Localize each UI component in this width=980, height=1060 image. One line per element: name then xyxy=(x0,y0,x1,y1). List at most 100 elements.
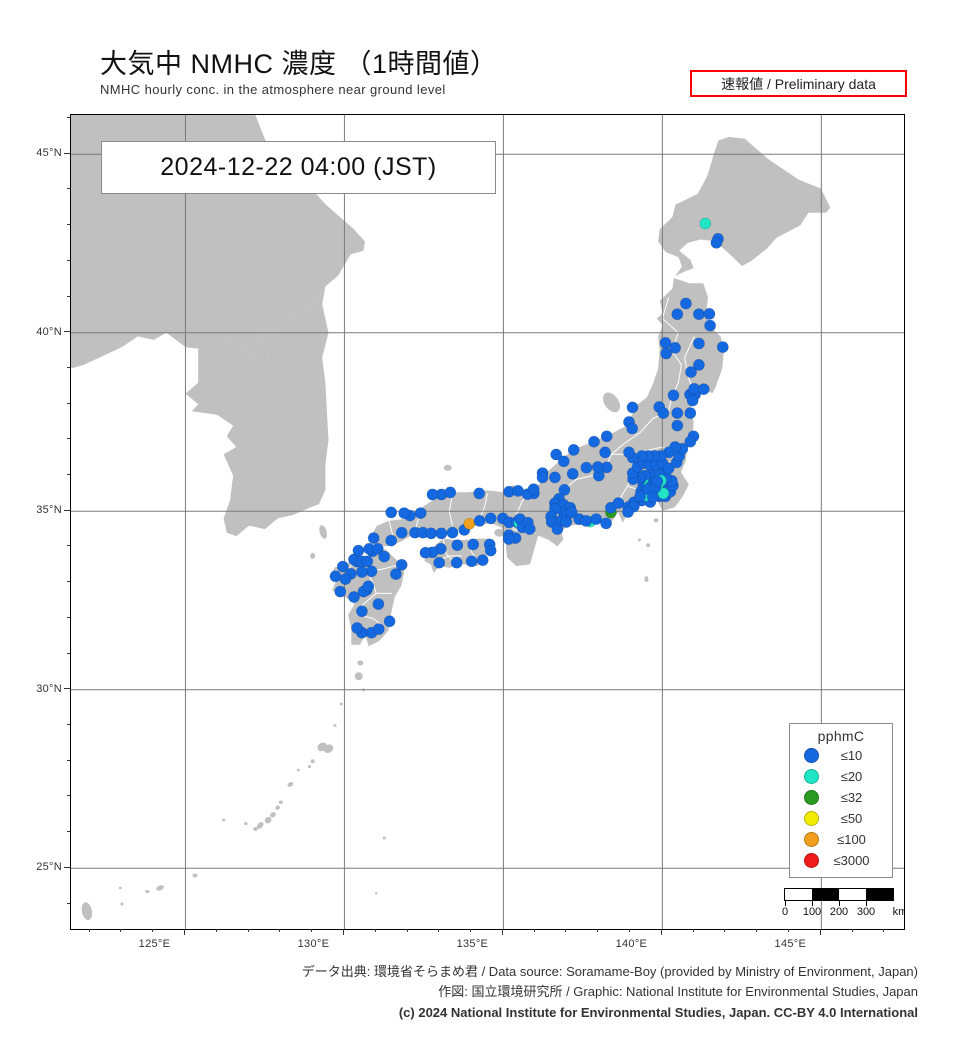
station-point[interactable] xyxy=(710,236,723,249)
map-panel[interactable]: 2024-12-22 04:00 (JST) pphmC ≤10 ≤20 ≤32 ≤5… xyxy=(70,114,905,930)
station-point[interactable] xyxy=(355,605,368,618)
station-point[interactable] xyxy=(558,483,571,496)
station-point[interactable] xyxy=(704,319,716,332)
station-point[interactable] xyxy=(361,555,374,568)
station-point[interactable] xyxy=(512,484,524,497)
station-point[interactable] xyxy=(367,532,380,544)
station-point[interactable] xyxy=(351,622,363,634)
station-point[interactable] xyxy=(590,513,603,525)
station-point[interactable] xyxy=(352,544,365,557)
station-point[interactable] xyxy=(622,506,634,518)
station-point[interactable] xyxy=(329,570,342,583)
station-point[interactable] xyxy=(684,435,697,448)
station-point[interactable] xyxy=(657,407,670,419)
station-point[interactable] xyxy=(426,488,439,501)
station-point[interactable] xyxy=(548,471,561,484)
map-canvas[interactable] xyxy=(71,115,904,929)
station-point[interactable] xyxy=(626,422,639,435)
station-point[interactable] xyxy=(476,554,489,567)
station-point[interactable] xyxy=(716,341,729,353)
station-point[interactable] xyxy=(467,538,480,551)
station-point[interactable] xyxy=(339,573,352,585)
station-point[interactable] xyxy=(527,483,540,496)
station-point[interactable] xyxy=(684,407,697,419)
station-point[interactable] xyxy=(699,217,712,230)
station-point[interactable] xyxy=(523,523,536,535)
station-point[interactable] xyxy=(600,430,613,443)
station-point[interactable] xyxy=(660,347,673,360)
station-point[interactable] xyxy=(334,585,347,598)
station-point[interactable] xyxy=(612,497,625,509)
station-point[interactable] xyxy=(693,308,705,321)
station-point[interactable] xyxy=(693,358,705,371)
station-point[interactable] xyxy=(484,544,497,557)
station-point[interactable] xyxy=(580,514,592,527)
station-point[interactable] xyxy=(567,443,580,456)
station-point[interactable] xyxy=(671,419,684,432)
station-point[interactable] xyxy=(473,514,486,527)
station-point[interactable] xyxy=(693,337,705,350)
station-point[interactable] xyxy=(671,308,684,321)
legend-item[interactable]: ≤32 xyxy=(790,787,892,807)
station-point[interactable] xyxy=(362,580,375,593)
station-point[interactable] xyxy=(550,448,563,461)
station-point[interactable] xyxy=(657,487,670,500)
station-point[interactable] xyxy=(419,546,432,559)
station-point[interactable] xyxy=(591,461,604,473)
station-point[interactable] xyxy=(378,550,391,563)
station-point[interactable] xyxy=(697,383,710,396)
station-point[interactable] xyxy=(680,297,692,310)
station-point[interactable] xyxy=(703,307,716,320)
station-point[interactable] xyxy=(355,566,368,578)
station-point[interactable] xyxy=(580,461,593,474)
station-point[interactable] xyxy=(389,568,402,580)
station-point[interactable] xyxy=(451,539,464,552)
station-point[interactable] xyxy=(599,446,611,459)
station-point[interactable] xyxy=(626,401,639,414)
station-point[interactable] xyxy=(667,389,680,402)
station-point[interactable] xyxy=(502,533,515,545)
station-point[interactable] xyxy=(465,555,478,568)
legend-item[interactable]: ≤3000 xyxy=(790,850,892,870)
station-point[interactable] xyxy=(446,526,459,539)
station-point[interactable] xyxy=(385,506,398,519)
legend-item[interactable]: ≤10 xyxy=(790,745,892,765)
station-point[interactable] xyxy=(600,517,612,530)
station-point[interactable] xyxy=(685,366,697,378)
station-point[interactable] xyxy=(634,490,646,503)
station-point[interactable] xyxy=(646,491,659,503)
station-point[interactable] xyxy=(395,558,408,571)
legend-item[interactable]: ≤20 xyxy=(790,766,892,786)
station-point[interactable] xyxy=(425,527,438,540)
station-point[interactable] xyxy=(669,341,681,354)
station-point[interactable] xyxy=(686,394,699,407)
station-point[interactable] xyxy=(623,446,635,459)
station-point[interactable] xyxy=(385,534,398,547)
station-point[interactable] xyxy=(484,512,497,525)
station-point[interactable] xyxy=(348,591,360,603)
station-point[interactable] xyxy=(398,507,411,519)
station-point[interactable] xyxy=(566,467,579,480)
station-point[interactable] xyxy=(414,507,427,519)
legend-item[interactable]: ≤50 xyxy=(790,808,892,828)
station-point[interactable] xyxy=(371,542,384,555)
station-point[interactable] xyxy=(560,516,573,528)
station-point[interactable] xyxy=(444,486,457,499)
station-point[interactable] xyxy=(671,407,684,419)
station-point[interactable] xyxy=(463,517,476,530)
station-point[interactable] xyxy=(395,526,408,539)
station-point[interactable] xyxy=(336,560,349,573)
station-point[interactable] xyxy=(536,471,549,484)
station-point[interactable] xyxy=(372,598,385,610)
station-point[interactable] xyxy=(372,623,385,635)
station-point[interactable] xyxy=(565,506,578,519)
station-point[interactable] xyxy=(662,462,675,475)
station-point[interactable] xyxy=(435,527,448,540)
station-point[interactable] xyxy=(651,475,664,488)
station-point[interactable] xyxy=(450,556,463,569)
station-point[interactable] xyxy=(473,487,486,500)
legend-item[interactable]: ≤100 xyxy=(790,829,892,849)
station-point[interactable] xyxy=(588,435,600,448)
station-point[interactable] xyxy=(433,556,446,569)
station-point[interactable] xyxy=(557,455,570,468)
